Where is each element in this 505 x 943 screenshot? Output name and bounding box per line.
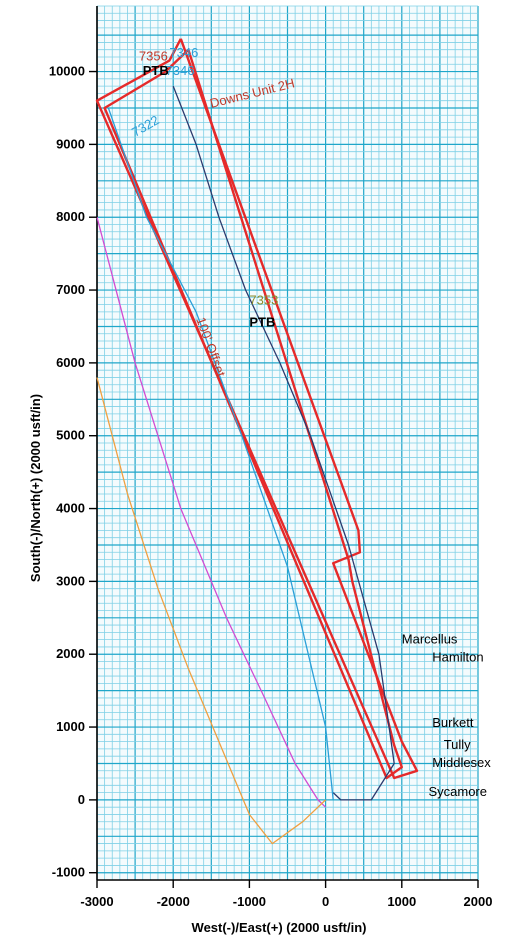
- annotation-label: Marcellus: [402, 631, 458, 646]
- x-tick-label: 2000: [464, 894, 493, 909]
- y-axis-title: South(-)/North(+) (2000 usft/in): [28, 394, 43, 582]
- annotation-label: PTB: [249, 314, 275, 329]
- annotation-label: Sycamore: [428, 784, 487, 799]
- x-tick-label: 0: [322, 894, 329, 909]
- x-tick-label: -1000: [233, 894, 266, 909]
- x-axis-title: West(-)/East(+) (2000 usft/in): [192, 920, 367, 935]
- series-line: [96, 217, 327, 808]
- y-tick-label: 3000: [56, 573, 85, 588]
- y-tick-label: 1000: [56, 719, 85, 734]
- y-tick-label: 4000: [56, 501, 85, 516]
- series-line: [172, 85, 395, 801]
- annotation-label: Tully: [444, 737, 471, 752]
- x-tick-label: -3000: [80, 894, 113, 909]
- annotation-label: Hamilton: [432, 650, 483, 665]
- grid: [96, 5, 479, 881]
- y-tick-label: 2000: [56, 646, 85, 661]
- series-line: [107, 107, 334, 800]
- y-tick-label: 10000: [49, 64, 85, 79]
- y-tick-label: -1000: [52, 865, 85, 880]
- y-tick-label: 5000: [56, 428, 85, 443]
- annotation-label: 7346: [166, 63, 195, 78]
- series-line: [96, 377, 327, 845]
- annotation-label: PTB: [143, 63, 169, 78]
- y-tick-label: 7000: [56, 282, 85, 297]
- tick-labels: -1000 0 1000 2000 3000 4000 5000 6000 7000 8000 90…: [49, 64, 493, 909]
- x-tick-label: -2000: [157, 894, 190, 909]
- annotation-label: 7346: [169, 45, 198, 60]
- y-tick-label: 9000: [56, 136, 85, 151]
- annotation-label: Middlesex: [432, 755, 491, 770]
- series-group: [95, 38, 419, 845]
- series-line: [95, 38, 419, 780]
- annotation-label: Burkett: [432, 715, 474, 730]
- y-tick-label: 8000: [56, 209, 85, 224]
- annotation-label: 7353: [249, 293, 278, 308]
- y-tick-label: 0: [78, 792, 85, 807]
- x-tick-label: 1000: [387, 894, 416, 909]
- annotation-label: 7356: [139, 49, 168, 64]
- y-tick-label: 6000: [56, 355, 85, 370]
- series-line: [103, 48, 403, 780]
